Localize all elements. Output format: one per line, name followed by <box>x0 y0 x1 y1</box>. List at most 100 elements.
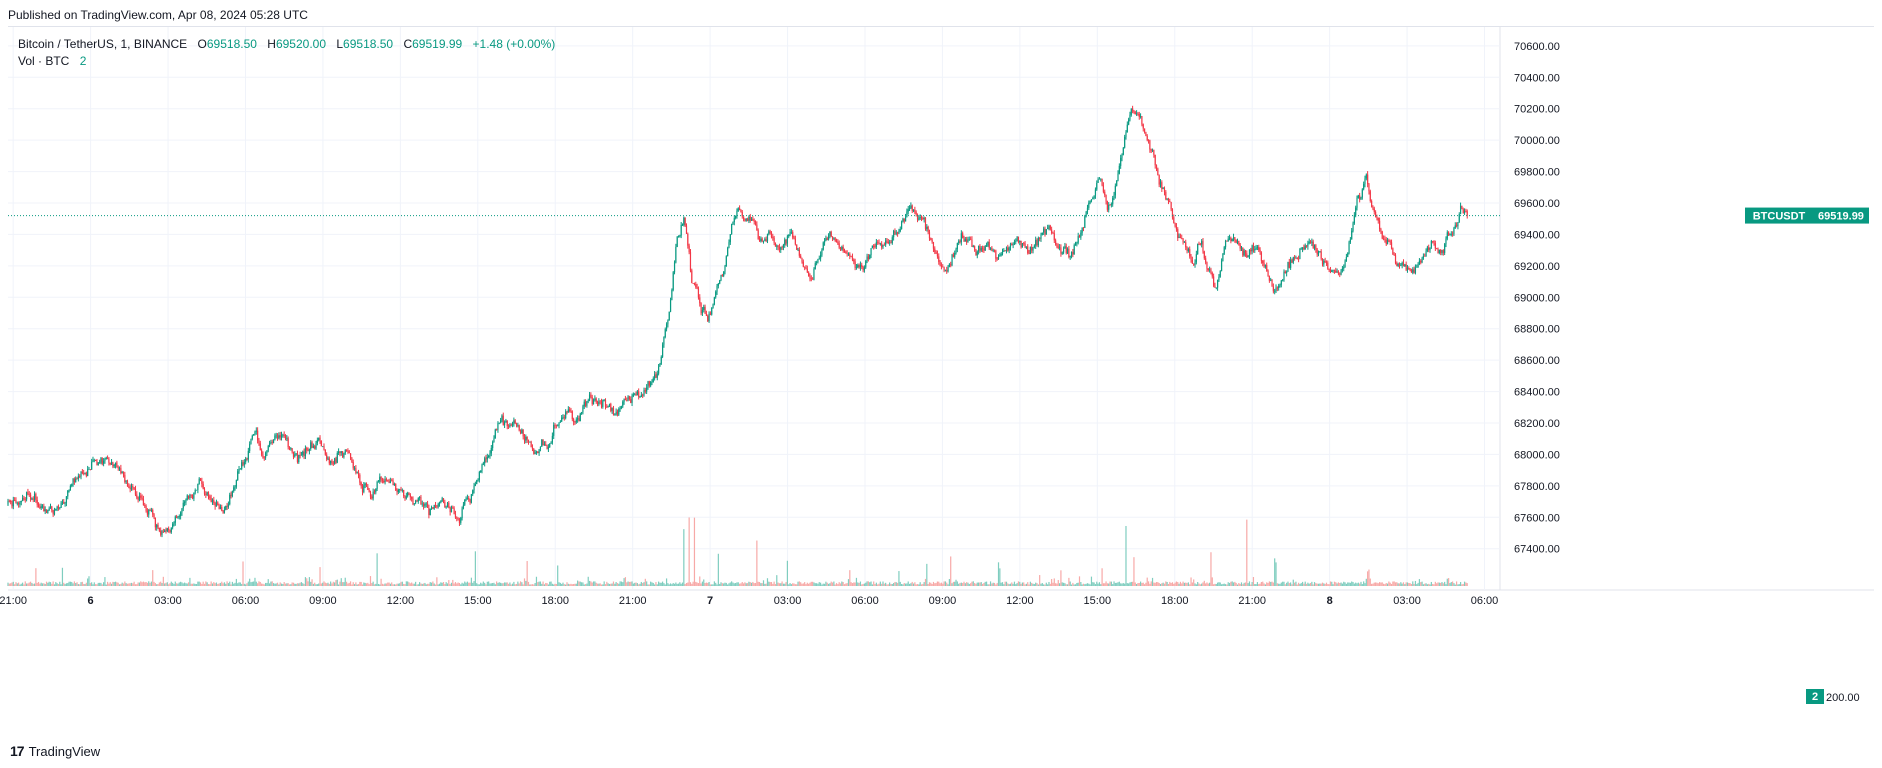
candle-body <box>974 246 976 250</box>
legend-close-label: C <box>403 37 413 51</box>
volume-bar <box>1161 583 1163 586</box>
candle-body <box>1251 245 1253 252</box>
candle-body <box>886 240 888 242</box>
volume-bar <box>660 582 662 586</box>
candle-body <box>47 510 49 513</box>
chart-frame[interactable] <box>8 26 1874 737</box>
candle-body <box>908 208 911 210</box>
candle-body <box>484 458 486 464</box>
candle-body <box>1393 254 1395 256</box>
candle-body <box>1250 249 1252 252</box>
volume-bar <box>898 571 900 586</box>
volume-bar <box>737 582 739 586</box>
tradingview-logo[interactable]: 17 TradingView <box>10 743 100 759</box>
time-tick-label: 6 <box>88 595 94 607</box>
volume-bar <box>1426 584 1428 586</box>
candle-body <box>1080 232 1082 238</box>
volume-bar <box>1171 582 1174 586</box>
candle-body <box>1142 124 1144 129</box>
volume-bar <box>415 581 417 586</box>
candle-body <box>1047 227 1049 230</box>
volume-bar <box>146 582 149 586</box>
candle-body <box>225 505 227 510</box>
volume-bar <box>903 583 905 586</box>
volume-bar <box>1408 582 1410 586</box>
volume-bar <box>210 581 212 586</box>
candle-body <box>1367 174 1369 185</box>
volume-bar <box>765 583 767 586</box>
volume-bar <box>353 584 356 586</box>
candle-body <box>534 452 536 454</box>
candle-body <box>1116 180 1118 186</box>
candle-body <box>1307 243 1309 247</box>
volume-bar <box>720 582 722 586</box>
volume-bar <box>729 582 731 586</box>
candle-body <box>1132 108 1134 111</box>
candle-body <box>559 421 561 423</box>
volume-bar <box>469 582 471 586</box>
volume-bar <box>134 584 137 586</box>
volume-bar <box>253 581 255 586</box>
volume-bar <box>306 578 308 586</box>
volume-bar <box>420 583 422 586</box>
volume-bar <box>515 583 518 586</box>
candle-body <box>274 435 276 441</box>
volume-bar <box>1296 584 1298 586</box>
candle-body <box>709 313 711 315</box>
volume-bar <box>1080 582 1082 586</box>
candle-body <box>468 497 470 500</box>
candle-body <box>1260 252 1263 261</box>
volume-bar <box>801 583 803 586</box>
volume-bar <box>796 584 798 586</box>
volume-bar <box>995 584 997 586</box>
volume-bar <box>1069 581 1071 586</box>
volume-bar <box>1347 582 1349 586</box>
volume-bar <box>527 581 530 586</box>
volume-bar <box>1072 582 1074 586</box>
volume-bar <box>53 584 56 586</box>
candle-body <box>1125 132 1127 137</box>
candle-body <box>502 415 504 425</box>
volume-bar <box>1040 583 1042 586</box>
candle-body <box>881 243 883 248</box>
candle-body <box>165 530 167 532</box>
volume-bar <box>257 583 259 586</box>
volume-bar <box>324 582 326 586</box>
volume-bar <box>1146 577 1148 586</box>
candle-body <box>478 472 480 480</box>
volume-bar <box>619 581 621 586</box>
candle-body <box>632 394 634 396</box>
volume-bar <box>1078 576 1081 586</box>
volume-bar <box>567 583 569 586</box>
candle-body <box>221 506 223 511</box>
volume-bar <box>250 582 252 586</box>
volume-bar <box>922 583 924 586</box>
volume-bar <box>1444 581 1446 586</box>
volume-bar <box>1246 519 1248 586</box>
candle-body <box>296 453 299 463</box>
volume-bar <box>1149 583 1151 586</box>
volume-bar <box>1016 583 1018 586</box>
volume-bar <box>616 583 619 586</box>
volume-bar <box>661 581 664 586</box>
volume-bar <box>1406 582 1409 586</box>
candle-body <box>41 506 44 507</box>
candle-body <box>1296 257 1298 260</box>
candle-body <box>1005 247 1008 252</box>
volume-bar <box>1036 583 1038 586</box>
time-tick-label: 12:00 <box>387 595 415 607</box>
volume-bar <box>1035 582 1037 586</box>
candle-body <box>61 502 64 503</box>
candle-body <box>1191 259 1193 264</box>
volume-bar <box>1106 583 1108 586</box>
candle-body <box>1228 237 1231 239</box>
volume-bar <box>934 583 936 586</box>
candle-body <box>300 455 303 456</box>
volume-bar <box>93 582 95 586</box>
volume-bar <box>1214 583 1216 586</box>
candle-body <box>695 284 697 288</box>
candle-body <box>1331 270 1333 273</box>
volume-bar <box>749 582 751 586</box>
volume-bar <box>330 581 332 586</box>
